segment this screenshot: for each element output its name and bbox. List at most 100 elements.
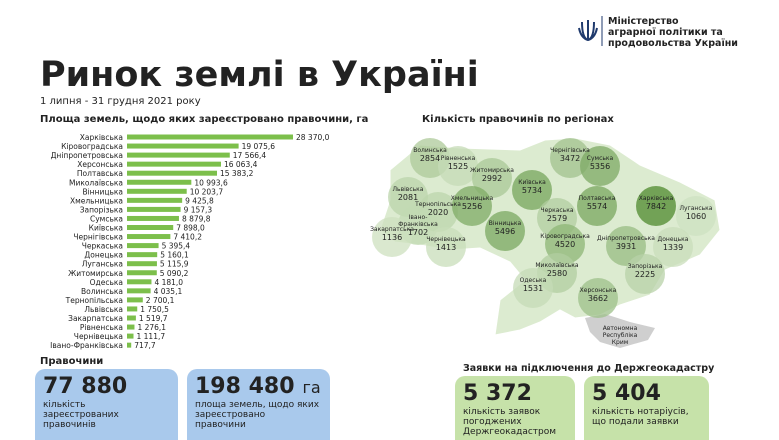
region-name: Херсонська <box>580 287 617 294</box>
value-label: 8 879,8 <box>182 214 211 223</box>
category-label: Херсонська <box>77 160 123 169</box>
region-name: Кіровоградська <box>540 233 590 240</box>
region-name: Черкаська <box>540 207 573 214</box>
region-value: 2020 <box>428 208 448 217</box>
value-label: 2 700,1 <box>146 296 175 305</box>
region-name: Дніпропетровська <box>597 235 655 242</box>
region-name: Львівська <box>393 186 424 193</box>
crimea-label: Автономна <box>603 325 638 332</box>
region <box>676 196 716 236</box>
stat-number: 5 404 <box>592 381 661 406</box>
bar <box>127 324 135 330</box>
stat-text: кількість нотаріусів, <box>592 407 689 417</box>
bar <box>127 170 218 176</box>
region <box>452 186 492 226</box>
region-name: Житомирська <box>470 167 514 174</box>
bar <box>127 252 158 258</box>
bar <box>127 161 221 167</box>
category-label: Запорізька <box>80 205 123 214</box>
crimea-label: Республіка <box>603 332 638 339</box>
category-label: Чернівецька <box>74 332 123 341</box>
region-value: 3662 <box>588 294 608 303</box>
value-label: 10 203,7 <box>190 187 224 196</box>
region <box>580 146 620 186</box>
map-title: Кількість правочинів по регіонах <box>422 114 614 125</box>
stat-text: зареєстровано <box>195 410 266 420</box>
category-label: Рівненська <box>80 323 123 332</box>
region <box>606 226 646 266</box>
section-title: Правочини <box>40 356 103 367</box>
region-name: Хмельницька <box>451 195 494 202</box>
bar <box>127 225 174 230</box>
period: 1 липня - 31 грудня 2021 року <box>40 96 201 107</box>
value-label: 5 395,4 <box>162 242 191 251</box>
value-label: 9 425,8 <box>185 196 214 205</box>
region-value: 1339 <box>663 243 683 252</box>
bar <box>127 315 136 321</box>
region-name: Тернопільська <box>414 201 461 208</box>
region-name: Чернівецька <box>426 236 466 243</box>
value-label: 17 566,4 <box>233 151 267 160</box>
bar <box>127 243 159 249</box>
region <box>550 138 590 178</box>
region <box>372 217 412 257</box>
region-name: Івано- <box>409 214 428 221</box>
region <box>472 158 512 198</box>
region-name: Рівненська <box>441 155 476 162</box>
region-value: 1413 <box>436 243 456 252</box>
region-value: 2580 <box>547 269 567 278</box>
value-label: 7 410,2 <box>173 233 202 242</box>
region-name: Закарпатська <box>370 226 414 233</box>
region <box>513 268 553 308</box>
region-value: 3931 <box>616 242 636 251</box>
region <box>426 227 466 267</box>
bar <box>127 143 239 149</box>
category-label: Дніпропетровська <box>51 151 123 160</box>
region <box>485 211 525 251</box>
region-value: 1525 <box>448 162 468 171</box>
region-name: Сумська <box>587 155 614 162</box>
bar <box>127 288 151 294</box>
region <box>438 146 478 186</box>
bar <box>127 261 157 267</box>
region-name: Харківська <box>639 195 674 202</box>
bar <box>127 215 179 221</box>
category-label: Вінницька <box>82 187 123 196</box>
region-name: Донецька <box>658 236 689 243</box>
category-label: Сумська <box>90 214 123 223</box>
value-label: 5 160,1 <box>160 251 189 260</box>
value-label: 28 370,0 <box>296 133 330 142</box>
region-value: 4520 <box>555 240 575 249</box>
stat-number: 77 880 <box>43 374 127 399</box>
region <box>578 278 618 318</box>
region-name: Запорізька <box>628 263 663 270</box>
value-label: 4 181,0 <box>154 278 183 287</box>
category-label: Житомирська <box>68 269 123 278</box>
title: Ринок землі в Україні <box>40 55 479 95</box>
region <box>512 170 552 210</box>
value-label: 5 090,2 <box>160 269 189 278</box>
value-label: 1 111,7 <box>137 332 166 341</box>
stat-card <box>187 369 330 440</box>
region-name: Луганська <box>680 205 713 212</box>
region-value: 7842 <box>646 202 666 211</box>
region-value: 3472 <box>560 154 580 163</box>
crimea-label: Крим <box>612 339 629 346</box>
region-value: 2992 <box>482 174 502 183</box>
stat-text: зареєстрованих <box>43 410 119 420</box>
bar <box>127 206 181 212</box>
region-name: Полтавська <box>579 195 616 202</box>
region-value: 5734 <box>522 186 542 195</box>
bar <box>127 197 183 203</box>
category-label: Донецька <box>84 251 123 260</box>
category-label: Одеська <box>90 278 123 287</box>
stat-card <box>455 376 575 440</box>
stat-number: 5 372 <box>463 381 532 406</box>
region-value: 2081 <box>398 193 418 202</box>
value-label: 1 519,7 <box>139 314 168 323</box>
bar <box>127 333 134 339</box>
bar <box>127 152 230 158</box>
category-label: Волинська <box>81 287 123 296</box>
value-label: 7 898,0 <box>176 224 205 233</box>
value-label: 4 035,1 <box>154 287 183 296</box>
